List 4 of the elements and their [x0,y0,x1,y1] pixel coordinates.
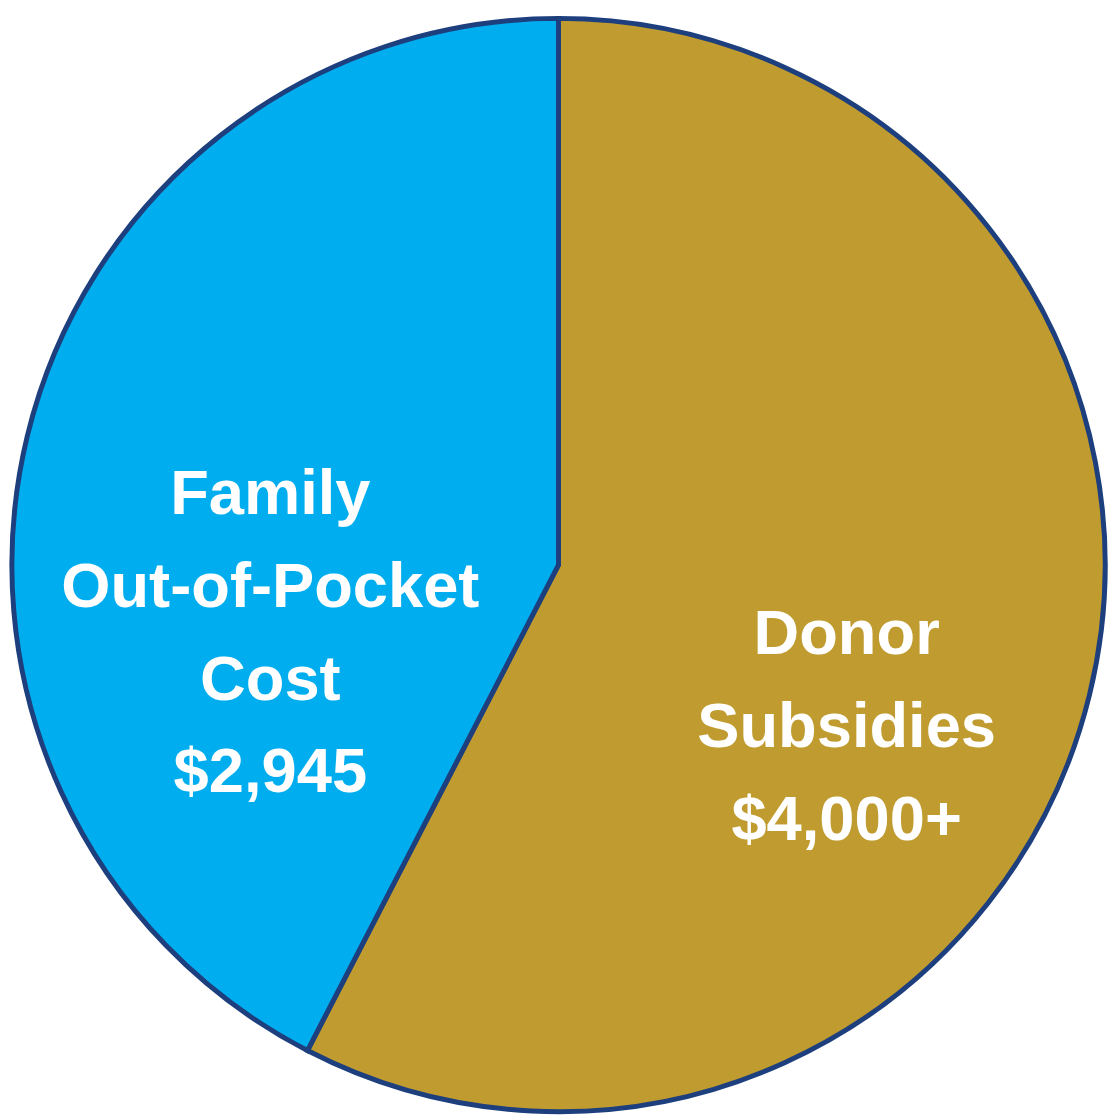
data-label: $4,000+ [731,782,962,853]
slice-label: Family Out-of-Pocket Cost [61,456,480,713]
slice-label: Donor Subsidies [697,596,997,760]
data-label: $2,945 [173,735,368,806]
